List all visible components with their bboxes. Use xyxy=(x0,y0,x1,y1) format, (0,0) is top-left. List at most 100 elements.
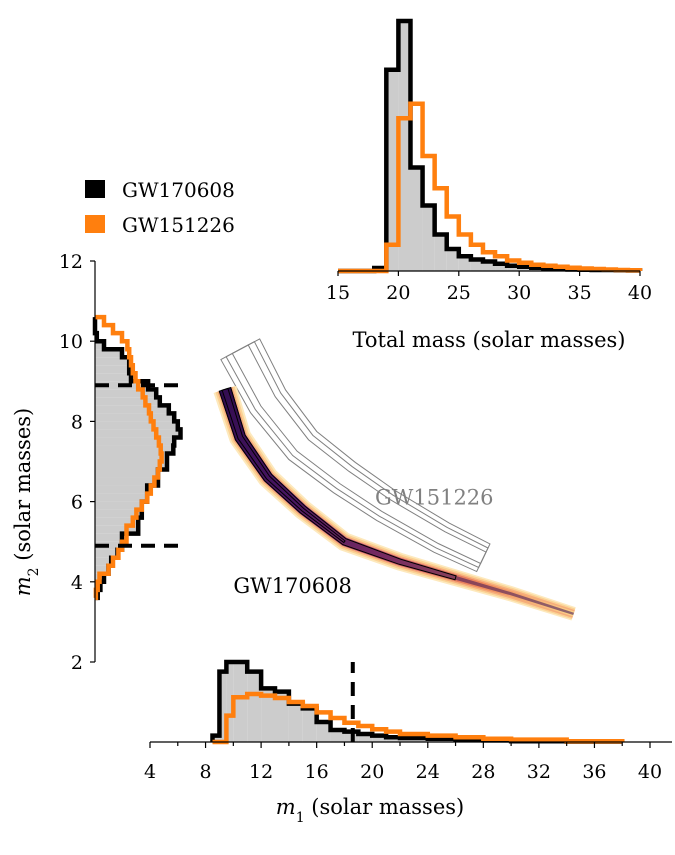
total-bar-gw170608 xyxy=(446,249,459,271)
m1-bar-gw170608 xyxy=(226,662,234,742)
m1-tick-label: 8 xyxy=(200,761,212,783)
total-outline-gw151226 xyxy=(338,101,643,274)
m2-bar-gw170608 xyxy=(95,533,122,542)
m2-tick-label: 10 xyxy=(59,331,83,353)
m2-bar-gw170608 xyxy=(95,557,112,566)
m1-tick-label: 20 xyxy=(360,761,384,783)
m1-tick-label: 28 xyxy=(471,761,495,783)
m2-bar-gw170608 xyxy=(95,405,169,414)
m2-tick-label: 12 xyxy=(59,251,83,273)
m2-bar-gw170608 xyxy=(95,397,160,406)
joint-mass-posterior: GW151226 GW170608 xyxy=(213,338,576,621)
m2-bar-gw170608 xyxy=(95,549,118,558)
m1-tick-label: 36 xyxy=(582,761,606,783)
m2-bar-gw170608 xyxy=(95,373,131,382)
m2-bar-gw170608 xyxy=(95,485,148,494)
m1-bar-gw170608 xyxy=(358,734,373,742)
total-tick-label: 20 xyxy=(386,282,410,304)
m1-bar-gw170608 xyxy=(288,703,303,742)
m2-bar-gw170608 xyxy=(95,445,174,454)
contour-label-gw151226: GW151226 xyxy=(375,486,494,510)
contour-gw151226-level-3 xyxy=(220,338,491,573)
total-outline-gw170608 xyxy=(338,18,643,274)
m1-bar-gw170608 xyxy=(316,722,331,742)
contour-label-gw170608: GW170608 xyxy=(233,574,352,598)
m1-bar-gw170608 xyxy=(372,735,387,742)
m1-tick-label: 16 xyxy=(305,761,329,783)
m1-series-gw151226 xyxy=(212,691,625,745)
m1-bar-gw170608 xyxy=(275,691,289,742)
m2-tick-label: 2 xyxy=(71,652,83,674)
total-bar-gw170608 xyxy=(495,263,508,271)
m2-bar-gw170608 xyxy=(95,413,175,422)
m1-bar-gw170608 xyxy=(330,730,345,742)
total-tick-label: 40 xyxy=(628,282,652,304)
m2-bar-gw170608 xyxy=(95,349,122,358)
total-tick-label: 30 xyxy=(507,282,531,304)
m2-marginal-histogram: 2 4 6 8 10 12 m2 (solar masses) xyxy=(11,251,185,674)
m2-outline-gw151226 xyxy=(93,314,164,601)
m2-tick-label: 4 xyxy=(71,572,83,594)
contour-gw170608-inner xyxy=(221,387,346,544)
m2-bar-gw170608 xyxy=(95,389,157,398)
total-series-gw151226 xyxy=(338,101,643,274)
m1-bar-gw170608 xyxy=(233,662,248,742)
total-series-gw170608 xyxy=(338,18,643,274)
total-tick-label: 35 xyxy=(568,282,592,304)
total-bar-gw170608 xyxy=(507,265,520,271)
m2-bar-gw170608 xyxy=(95,357,130,366)
m1-bar-gw170608 xyxy=(302,708,317,742)
legend: GW170608 GW151226 xyxy=(85,178,235,237)
m1-outline-gw151226 xyxy=(212,691,625,745)
m2-bar-gw170608 xyxy=(95,509,142,518)
m1-tick-label: 12 xyxy=(249,761,273,783)
m2-tick-label: 8 xyxy=(71,411,83,433)
m2-bar-gw170608 xyxy=(95,493,148,502)
m1-bar-gw170608 xyxy=(219,671,227,742)
m2-bar-gw170608 xyxy=(95,525,139,534)
contour-gw151226-level-1 xyxy=(231,344,487,565)
m1-tick-label: 40 xyxy=(638,761,662,783)
m1-tick-label: 24 xyxy=(416,761,440,783)
m2-bar-gw170608 xyxy=(95,421,178,430)
total-mass-histogram: 15 20 25 30 35 40 Total mass (solar masses) xyxy=(326,18,652,352)
m2-axis-label: m2 (solar masses) xyxy=(11,408,42,596)
m1-tick-label: 32 xyxy=(527,761,551,783)
m2-series-gw170608 xyxy=(92,317,183,601)
contour-gw170608-outer xyxy=(218,386,457,581)
m2-series-gw151226 xyxy=(93,314,164,601)
m1-bar-gw170608 xyxy=(261,688,275,742)
total-bar-gw170608 xyxy=(458,256,471,271)
m2-bar-gw170608 xyxy=(95,469,158,478)
legend-swatch-gw170608 xyxy=(85,180,105,198)
m1-tick-label: 4 xyxy=(144,761,156,783)
total-bar-gw170608 xyxy=(398,21,411,271)
m1-bar-gw170608 xyxy=(247,671,262,742)
total-bar-gw170608 xyxy=(422,205,435,271)
legend-label-gw151226: GW151226 xyxy=(122,213,235,237)
total-tick-label: 15 xyxy=(326,282,350,304)
m1-marginal-histogram: 4 8 12 16 20 24 28 32 36 40 m1 (solar masses) xyxy=(144,659,672,826)
m2-bar-gw170608 xyxy=(95,453,167,462)
total-tick-label: 25 xyxy=(447,282,471,304)
total-bar-gw170608 xyxy=(410,167,423,271)
m2-bar-gw170608 xyxy=(95,565,109,574)
m2-bar-gw170608 xyxy=(95,341,104,350)
m2-tick-label: 6 xyxy=(71,492,83,514)
total-bar-gw170608 xyxy=(434,234,447,271)
legend-swatch-gw151226 xyxy=(85,215,105,233)
m2-bar-gw170608 xyxy=(95,501,142,510)
m1-axis-label: m1 (solar masses) xyxy=(276,795,464,826)
m2-bar-gw170608 xyxy=(95,461,167,470)
total-bar-gw170608 xyxy=(482,261,496,271)
m1-bar-gw170608 xyxy=(212,735,220,742)
m2-bar-gw170608 xyxy=(95,365,130,374)
total-bar-gw170608 xyxy=(470,259,483,271)
total-bar-gw170608 xyxy=(386,69,399,271)
m1-bar-gw170608 xyxy=(386,737,400,742)
total-mass-x-label: Total mass (solar masses) xyxy=(353,328,626,352)
m2-bar-gw170608 xyxy=(95,437,175,446)
m2-bar-gw170608 xyxy=(95,429,181,438)
m1-series-gw170608 xyxy=(210,659,625,744)
